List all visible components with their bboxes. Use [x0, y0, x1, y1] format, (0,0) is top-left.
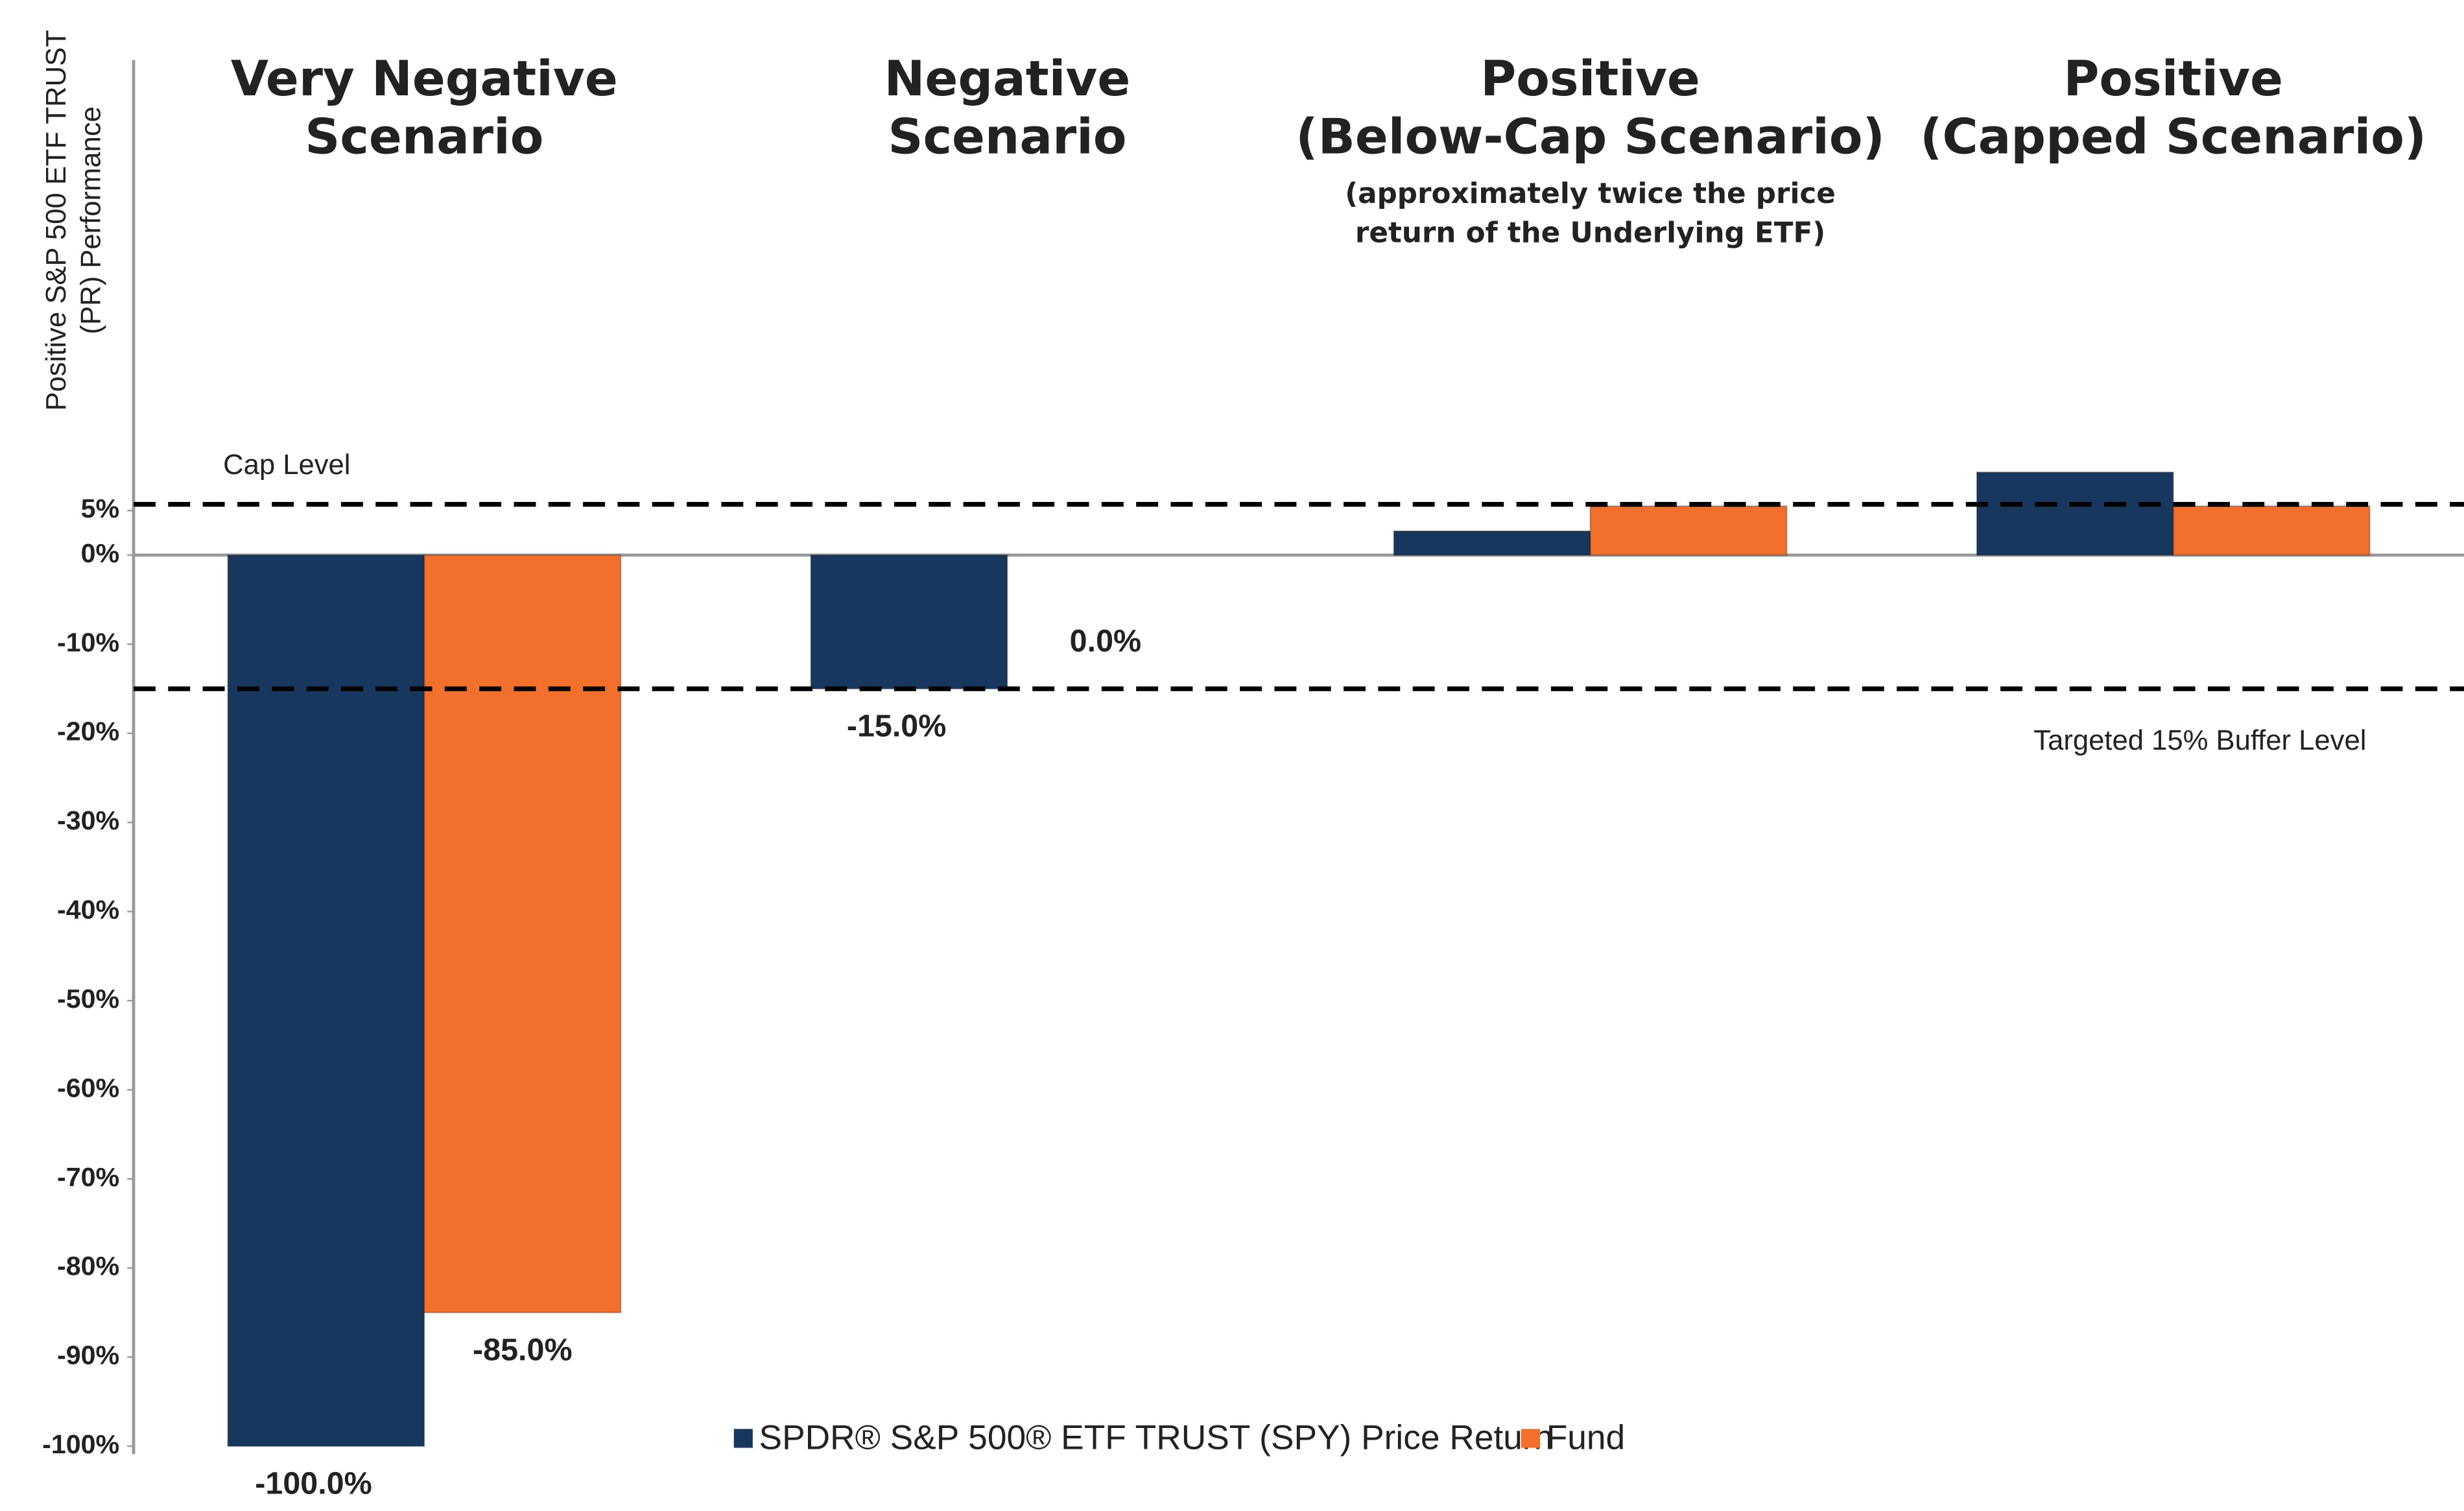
value-label: -85.0% — [473, 1332, 573, 1367]
bar — [1976, 471, 2174, 556]
value-label: -15.0% — [847, 709, 947, 744]
y-tick-label: -90% — [57, 1340, 119, 1370]
y-axis-title: Positive S&P 500 ETF TRUST (PR) Performa… — [41, 30, 106, 410]
reference-label: Targeted 15% Buffer Level — [2033, 725, 2366, 756]
y-axis-title-line: Positive S&P 500 ETF TRUST — [41, 30, 72, 410]
legend-label: SPDR® S&P 500® ETF TRUST (SPY) Price Ret… — [759, 1418, 1554, 1457]
y-tick-label: -40% — [57, 895, 119, 925]
category-title: (Below-Cap Scenario) — [1296, 108, 1885, 165]
y-tick-label: -10% — [57, 627, 119, 657]
bar — [423, 554, 622, 1314]
y-tick-label: -100% — [42, 1429, 119, 1459]
category-title: Positive — [2063, 50, 2283, 107]
y-axis-title-line: (PR) Performance — [76, 106, 107, 334]
y-tick-label: 5% — [81, 494, 120, 523]
y-tick-label: -20% — [57, 717, 119, 746]
y-tick-label: -30% — [57, 805, 119, 835]
y-tick-label: 0% — [81, 538, 120, 568]
y-tick-label: -60% — [57, 1073, 119, 1102]
category-title: Negative — [884, 50, 1131, 107]
y-tick-label: -70% — [57, 1162, 119, 1192]
y-tick-label: -50% — [57, 984, 119, 1014]
legend-swatch — [733, 1429, 753, 1448]
category-title: Positive — [1480, 50, 1700, 107]
annotation: return of the Underlying ETF) — [1355, 217, 1825, 250]
category-title: Scenario — [305, 108, 543, 165]
legend-swatch — [1521, 1429, 1540, 1448]
bar — [2172, 505, 2371, 556]
reference-label: Cap Level — [223, 449, 350, 481]
bar — [810, 554, 1008, 690]
value-label: -100.0% — [255, 1466, 372, 1501]
legend-label: Fund — [1546, 1418, 1625, 1457]
value-label: 0.0% — [1070, 624, 1141, 659]
bar — [1393, 530, 1591, 556]
y-tick-label: -80% — [57, 1251, 119, 1281]
category-title: Very Negative — [231, 50, 618, 107]
annotation: (approximately twice the price — [1345, 178, 1836, 210]
bar — [1589, 505, 1788, 556]
category-title: (Capped Scenario) — [1920, 108, 2426, 165]
bar — [227, 554, 425, 1447]
category-title: Scenario — [888, 108, 1126, 165]
